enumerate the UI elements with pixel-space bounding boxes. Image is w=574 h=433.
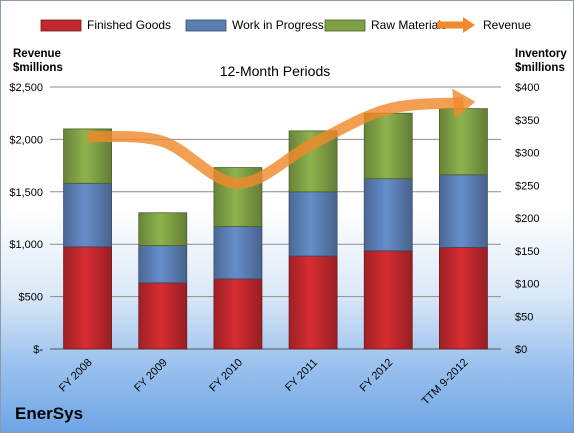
legend-label: Raw Materials bbox=[371, 18, 447, 32]
bar-finished-goods bbox=[213, 278, 263, 350]
legend-swatch-work-in-progress bbox=[185, 19, 227, 32]
left-axis-tick-label: $500 bbox=[19, 292, 43, 304]
x-axis-category-label: FY 2011 bbox=[283, 357, 320, 394]
right-axis-tick-label: $400 bbox=[515, 82, 539, 94]
bar-work-in-progress bbox=[288, 191, 338, 257]
x-axis-category-label: FY 2010 bbox=[207, 357, 245, 395]
right-axis-tick-label: $100 bbox=[515, 279, 539, 291]
bar-work-in-progress bbox=[363, 178, 413, 252]
legend-label: Revenue bbox=[483, 18, 531, 32]
x-axis-category-label: FY 2009 bbox=[132, 357, 170, 395]
right-axis-tick-label: $150 bbox=[515, 246, 539, 258]
bar-work-in-progress bbox=[138, 245, 188, 284]
right-axis-tick-label: $350 bbox=[515, 115, 539, 127]
chart-subtitle: 12-Month Periods bbox=[220, 63, 331, 79]
x-axis-category-label: TTM 9-2012 bbox=[420, 357, 471, 408]
bar-finished-goods bbox=[439, 247, 488, 350]
bar-work-in-progress bbox=[213, 226, 263, 280]
bar-raw-materials bbox=[439, 108, 488, 176]
x-axis-category-label: FY 2008 bbox=[57, 357, 95, 395]
left-axis-tick-label: $1,000 bbox=[9, 239, 43, 251]
bar-finished-goods bbox=[138, 282, 188, 350]
right-axis-title-line: Inventory bbox=[515, 48, 567, 60]
left-axis-title-line: Revenue bbox=[13, 48, 61, 60]
left-axis-title-line: $millions bbox=[13, 62, 63, 74]
bar-finished-goods bbox=[363, 250, 413, 350]
bar-finished-goods bbox=[288, 255, 338, 350]
bar-work-in-progress bbox=[439, 174, 488, 248]
left-axis-tick-label: $1,500 bbox=[9, 187, 43, 199]
left-axis-tick-label: $2,500 bbox=[9, 82, 43, 94]
revenue-line bbox=[87, 97, 464, 189]
right-axis-tick-label: $250 bbox=[515, 180, 539, 192]
legend-label: Finished Goods bbox=[87, 18, 171, 32]
revenue-arrowhead bbox=[452, 88, 476, 119]
legend-swatch-raw-materials bbox=[324, 19, 366, 32]
right-axis-tick-label: $300 bbox=[515, 148, 539, 160]
x-axis-category-label: FY 2012 bbox=[358, 357, 396, 395]
company-name: EnerSys bbox=[15, 404, 84, 423]
right-axis-tick-label: $200 bbox=[515, 213, 539, 225]
right-axis-tick-label: $50 bbox=[515, 311, 533, 323]
bar-raw-materials bbox=[138, 212, 188, 246]
bar-work-in-progress bbox=[63, 182, 112, 248]
left-axis-tick-label: $- bbox=[33, 344, 43, 356]
legend-label: Work in Progress bbox=[232, 18, 324, 32]
right-axis-title-line: $millions bbox=[515, 62, 565, 74]
legend-arrow-revenue bbox=[463, 17, 475, 33]
legend-swatch-finished-goods bbox=[40, 19, 82, 32]
bar-finished-goods bbox=[63, 246, 112, 350]
left-axis-tick-label: $2,000 bbox=[9, 134, 43, 146]
right-axis-tick-label: $0 bbox=[515, 344, 527, 356]
bar-raw-materials bbox=[363, 112, 413, 180]
